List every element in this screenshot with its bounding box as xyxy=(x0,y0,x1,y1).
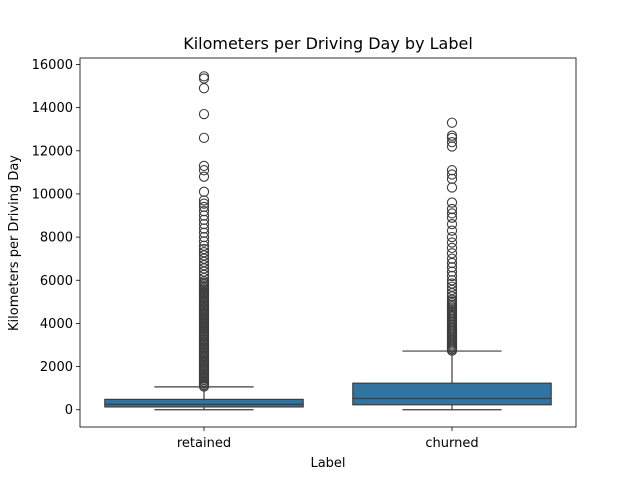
outlier-point xyxy=(198,210,210,221)
box-retained xyxy=(104,398,304,408)
outlier-point xyxy=(446,169,458,180)
x-axis-label: Label xyxy=(310,456,345,471)
x-tick-label: retained xyxy=(177,436,231,451)
axes-frame xyxy=(79,57,577,428)
outlier-point xyxy=(198,132,210,143)
outlier-point xyxy=(446,203,458,215)
outlier-point xyxy=(446,248,458,259)
outlier-point xyxy=(446,219,458,230)
outlier-point xyxy=(446,208,458,219)
outlier-point xyxy=(198,165,210,176)
y-tick-label: 6000 xyxy=(40,274,73,289)
outlier-point xyxy=(198,73,210,84)
outlier-point xyxy=(198,83,210,94)
x-tick-label: churned xyxy=(425,436,478,451)
outlier-point xyxy=(446,237,458,248)
outlier-point xyxy=(446,137,458,148)
outlier-point xyxy=(198,236,210,247)
y-tick-label: 2000 xyxy=(40,360,73,375)
outlier-point xyxy=(198,240,210,251)
outlier-point xyxy=(446,270,458,282)
box-churned xyxy=(352,382,552,406)
outlier-point xyxy=(198,198,210,209)
outlier-point xyxy=(446,262,458,273)
outlier-point xyxy=(198,195,210,206)
outlier-point xyxy=(446,231,458,243)
y-tick-label: 12000 xyxy=(32,144,73,159)
chart-title: Kilometers per Driving Day by Label xyxy=(183,34,473,53)
y-tick-label: 0 xyxy=(65,403,73,418)
outlier-point xyxy=(446,225,458,236)
outlier-point xyxy=(446,141,458,152)
y-tick-label: 8000 xyxy=(40,231,73,246)
outlier-point xyxy=(446,197,458,208)
outlier-point xyxy=(198,227,210,238)
outlier-point xyxy=(198,171,210,182)
y-tick-label: 14000 xyxy=(32,101,73,116)
outlier-point xyxy=(446,117,458,128)
outlier-point xyxy=(198,160,210,172)
outlier-point xyxy=(446,130,458,141)
outlier-point xyxy=(446,275,458,286)
outlier-point xyxy=(198,243,210,255)
y-tick-label: 10000 xyxy=(32,187,73,202)
outlier-point xyxy=(446,212,458,223)
outlier-point xyxy=(198,231,210,243)
outlier-point xyxy=(198,219,210,230)
outlier-point xyxy=(446,173,458,184)
plot-area: 0 2000 4000 6000 8000 10000 12000 14000 16000 ret… xyxy=(32,57,577,451)
outlier-point xyxy=(198,206,210,217)
outlier-point xyxy=(198,108,210,120)
outlier-point xyxy=(446,242,458,254)
outlier-point xyxy=(446,266,458,277)
outlier-point xyxy=(446,253,458,264)
y-tick-label: 4000 xyxy=(40,317,73,332)
outlier-point xyxy=(198,201,210,213)
outlier-point xyxy=(198,223,210,234)
y-tick-label: 16000 xyxy=(32,58,73,73)
outlier-point xyxy=(446,278,458,289)
outlier-point xyxy=(446,165,458,176)
outlier-point xyxy=(446,182,458,193)
outlier-point xyxy=(198,247,210,258)
y-axis-label: Kilometers per Driving Day xyxy=(7,155,22,331)
outlier-point xyxy=(198,71,210,82)
outlier-point xyxy=(198,214,210,225)
outlier-point xyxy=(446,281,458,292)
outlier-point xyxy=(198,186,210,197)
